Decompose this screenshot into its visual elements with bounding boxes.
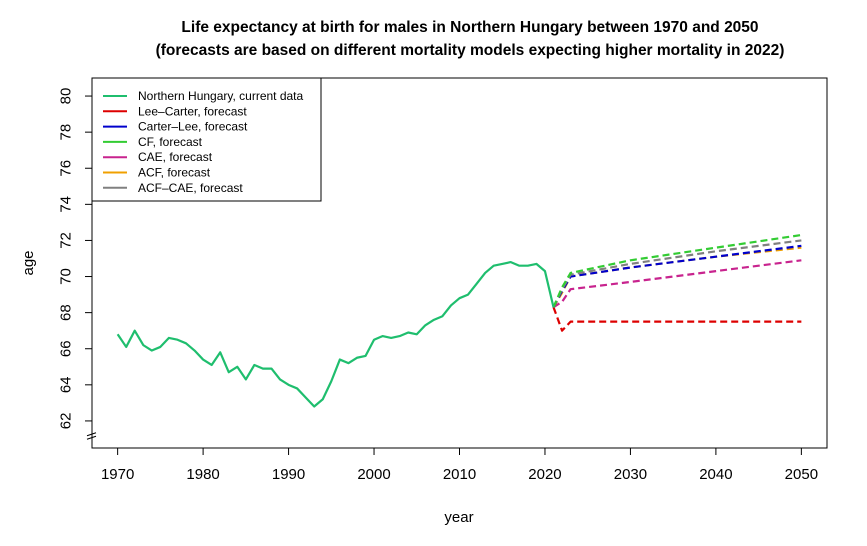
x-tick-label: 2010	[443, 466, 476, 483]
chart-subtitle: (forecasts are based on different mortal…	[156, 42, 785, 59]
y-tick-label: 66	[58, 340, 75, 357]
y-tick-label: 70	[58, 268, 75, 285]
y-axis-label: age	[20, 250, 37, 275]
legend: Northern Hungary, current dataLee–Carter…	[91, 77, 322, 202]
legend-label-cf-forecast: CF, forecast	[138, 135, 203, 149]
y-axis-break-mark	[86, 432, 97, 440]
y-tick-label: 76	[58, 160, 75, 177]
x-tick-label: 1990	[272, 466, 305, 483]
legend-box	[91, 77, 322, 202]
series-layer	[116, 233, 802, 408]
y-axis: 62 64 66 68 70 72 74 76 78 80	[58, 88, 97, 440]
y-tick-label: 62	[58, 413, 75, 430]
x-tick-label: 2000	[357, 466, 390, 483]
series-line-cae-forecast	[552, 259, 802, 309]
x-tick-label: 2040	[699, 466, 732, 483]
legend-label-carter-lee-forecast: Carter–Lee, forecast	[138, 120, 248, 134]
y-tick-label: 72	[58, 232, 75, 249]
series-line-cf-forecast	[552, 233, 802, 308]
y-tick-label: 80	[58, 88, 75, 105]
x-axis: 1970 1980 1990 2000 2010 2020 2030 2040 2050	[101, 447, 818, 483]
legend-label-lee-carter-forecast: Lee–Carter, forecast	[138, 104, 247, 118]
x-axis-label: year	[444, 509, 473, 526]
x-tick-label: 1970	[101, 466, 134, 483]
legend-label-acf-forecast: ACF, forecast	[138, 166, 211, 180]
chart-title: Life expectancy at birth for males in No…	[181, 19, 758, 36]
x-tick-label: 2020	[528, 466, 561, 483]
y-tick-label: 78	[58, 124, 75, 141]
y-tick-label: 74	[58, 196, 75, 213]
legend-label-acf-cae-forecast: ACF–CAE, forecast	[138, 181, 243, 195]
y-tick-label: 68	[58, 304, 75, 321]
series-line-lee-carter-forecast	[552, 306, 802, 332]
x-tick-label: 2050	[785, 466, 818, 483]
series-line-northern-hungary-current-data	[116, 261, 555, 408]
x-tick-label: 2030	[614, 466, 647, 483]
legend-label-cae-forecast: CAE, forecast	[138, 150, 213, 164]
y-tick-label: 64	[58, 376, 75, 393]
x-tick-label: 1980	[186, 466, 219, 483]
legend-label-northern-hungary-current-data: Northern Hungary, current data	[138, 89, 304, 103]
